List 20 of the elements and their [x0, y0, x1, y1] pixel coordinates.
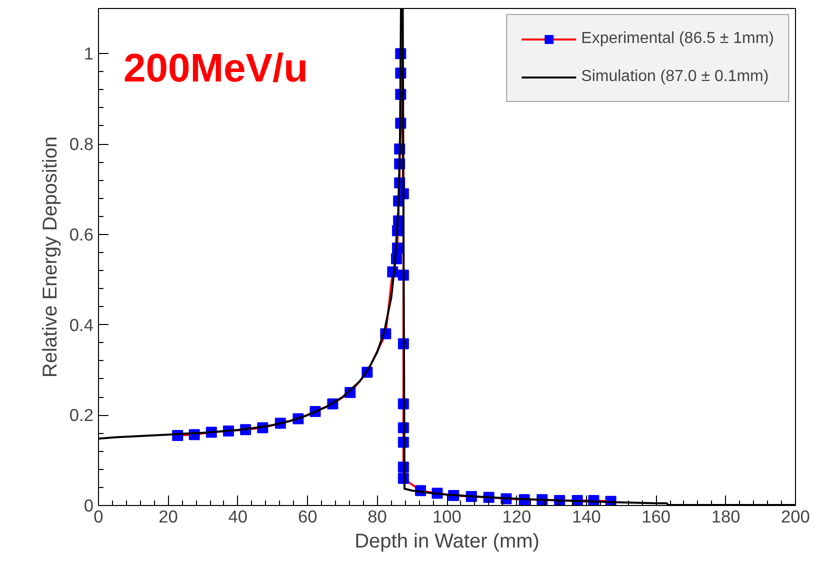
x-axis-title: Depth in Water (mm) — [354, 530, 540, 552]
y-axis-title: Relative Energy Deposition — [39, 136, 62, 378]
x-tick-label: 200 — [781, 506, 810, 526]
x-tick-label: 20 — [158, 506, 178, 526]
y-tick-label: 0.6 — [69, 224, 94, 244]
legend-label: Experimental (86.5 ± 1mm) — [581, 30, 774, 48]
x-tick-label: 40 — [228, 506, 248, 526]
x-tick-label: 140 — [572, 506, 601, 526]
y-tick-label: 0.2 — [69, 405, 94, 426]
y-tick-label: 1 — [84, 44, 94, 64]
y-tick-label: 0.8 — [69, 134, 94, 154]
x-tick-label: 80 — [368, 506, 387, 526]
x-tick-label: 100 — [432, 506, 462, 526]
x-tick-label: 120 — [502, 506, 532, 526]
y-tick-label: 0.4 — [69, 314, 94, 335]
legend-label: Simulation (87.0 ± 0.1mm) — [581, 68, 769, 86]
x-tick-label: 160 — [642, 506, 671, 526]
x-tick-label: 180 — [711, 506, 740, 526]
x-tick-label: 60 — [298, 506, 318, 526]
annotation: 200MeV/u — [124, 46, 308, 90]
